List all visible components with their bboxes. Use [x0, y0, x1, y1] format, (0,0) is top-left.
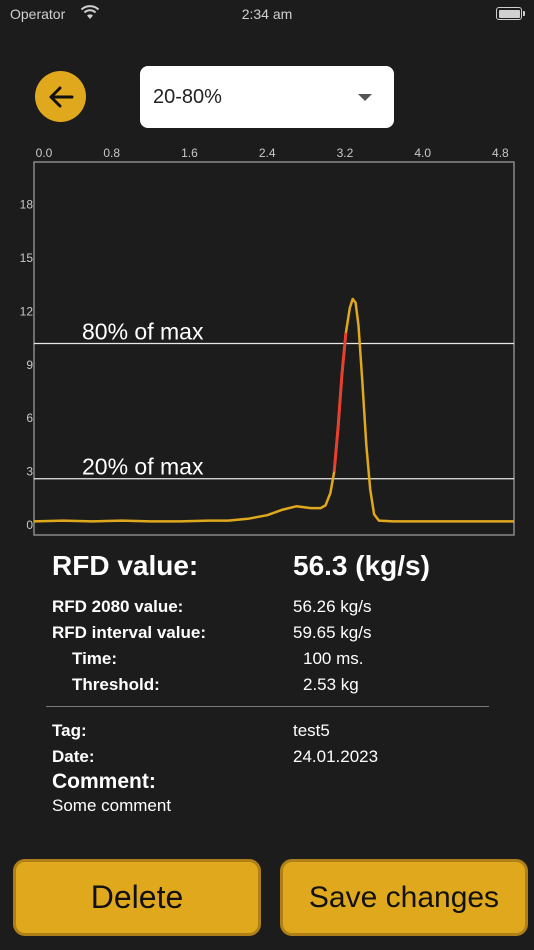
threshold-label: 20% of max — [82, 454, 204, 480]
date-value: 24.01.2023 — [293, 747, 379, 766]
y-tick-label: 12 — [20, 304, 34, 318]
y-tick-label: 9 — [26, 358, 33, 372]
clock: 2:34 am — [241, 6, 293, 22]
y-tick-label: 0 — [26, 518, 33, 532]
wifi-icon — [80, 5, 100, 19]
y-tick-label: 18 — [20, 198, 34, 212]
status-bar: Operator 2:34 am — [0, 0, 534, 28]
x-tick-label: 1.6 — [181, 146, 198, 160]
x-tick-label: 4.8 — [492, 146, 509, 160]
threshold-value: 2.53 kg — [303, 675, 359, 694]
y-tick-label: 15 — [20, 251, 34, 265]
delete-button-label: Delete — [90, 879, 184, 915]
interval-label: RFD interval value: — [52, 623, 206, 642]
time-label: Time: — [72, 649, 118, 668]
force-chart: 0.0 0.8 1.6 2.4 3.2 4.0 4.8 0 3 6 9 12 15 18 80% of ma… — [0, 140, 534, 540]
x-tick-label: 0.0 — [36, 146, 53, 160]
comment-value: Some comment — [52, 796, 172, 815]
rfd2080-label: RFD 2080 value: — [52, 597, 184, 616]
threshold-label: 80% of max — [82, 319, 204, 345]
tag-value: test5 — [293, 721, 330, 740]
arrow-left-icon — [49, 86, 73, 107]
rfd-segment — [332, 332, 348, 472]
y-tick-label: 3 — [26, 465, 33, 479]
x-tick-label: 0.8 — [103, 146, 120, 160]
tag-label: Tag: — [52, 721, 87, 740]
range-select-value: 20-80% — [153, 86, 222, 108]
rfd-label: RFD value: — [52, 550, 199, 581]
battery-icon — [496, 7, 525, 20]
rfd2080-value: 56.26 kg/s — [293, 597, 372, 616]
save-changes-button-label: Save changes — [308, 880, 500, 914]
date-label: Date: — [52, 747, 95, 766]
range-select[interactable]: 20-80% — [140, 66, 394, 128]
delete-button[interactable]: Delete — [13, 859, 261, 936]
chevron-down-icon — [358, 94, 372, 101]
x-tick-label: 3.2 — [337, 146, 354, 160]
x-tick-label: 2.4 — [259, 146, 276, 160]
save-changes-button[interactable]: Save changes — [280, 859, 528, 936]
x-tick-label: 4.0 — [414, 146, 431, 160]
time-value: 100 ms. — [303, 649, 364, 668]
plot-frame — [33, 161, 515, 536]
threshold-label: Threshold: — [72, 675, 160, 694]
divider — [46, 706, 489, 707]
interval-value: 59.65 kg/s — [293, 623, 372, 642]
y-tick-label: 6 — [26, 411, 33, 425]
rfd-value: 56.3 (kg/s) — [293, 550, 430, 581]
back-button[interactable] — [35, 71, 86, 122]
comment-label: Comment: — [52, 770, 156, 793]
carrier-label: Operator — [10, 6, 66, 22]
force-chart-svg: 0.0 0.8 1.6 2.4 3.2 4.0 4.8 0 3 6 9 12 15 18 80% of ma… — [20, 146, 515, 536]
